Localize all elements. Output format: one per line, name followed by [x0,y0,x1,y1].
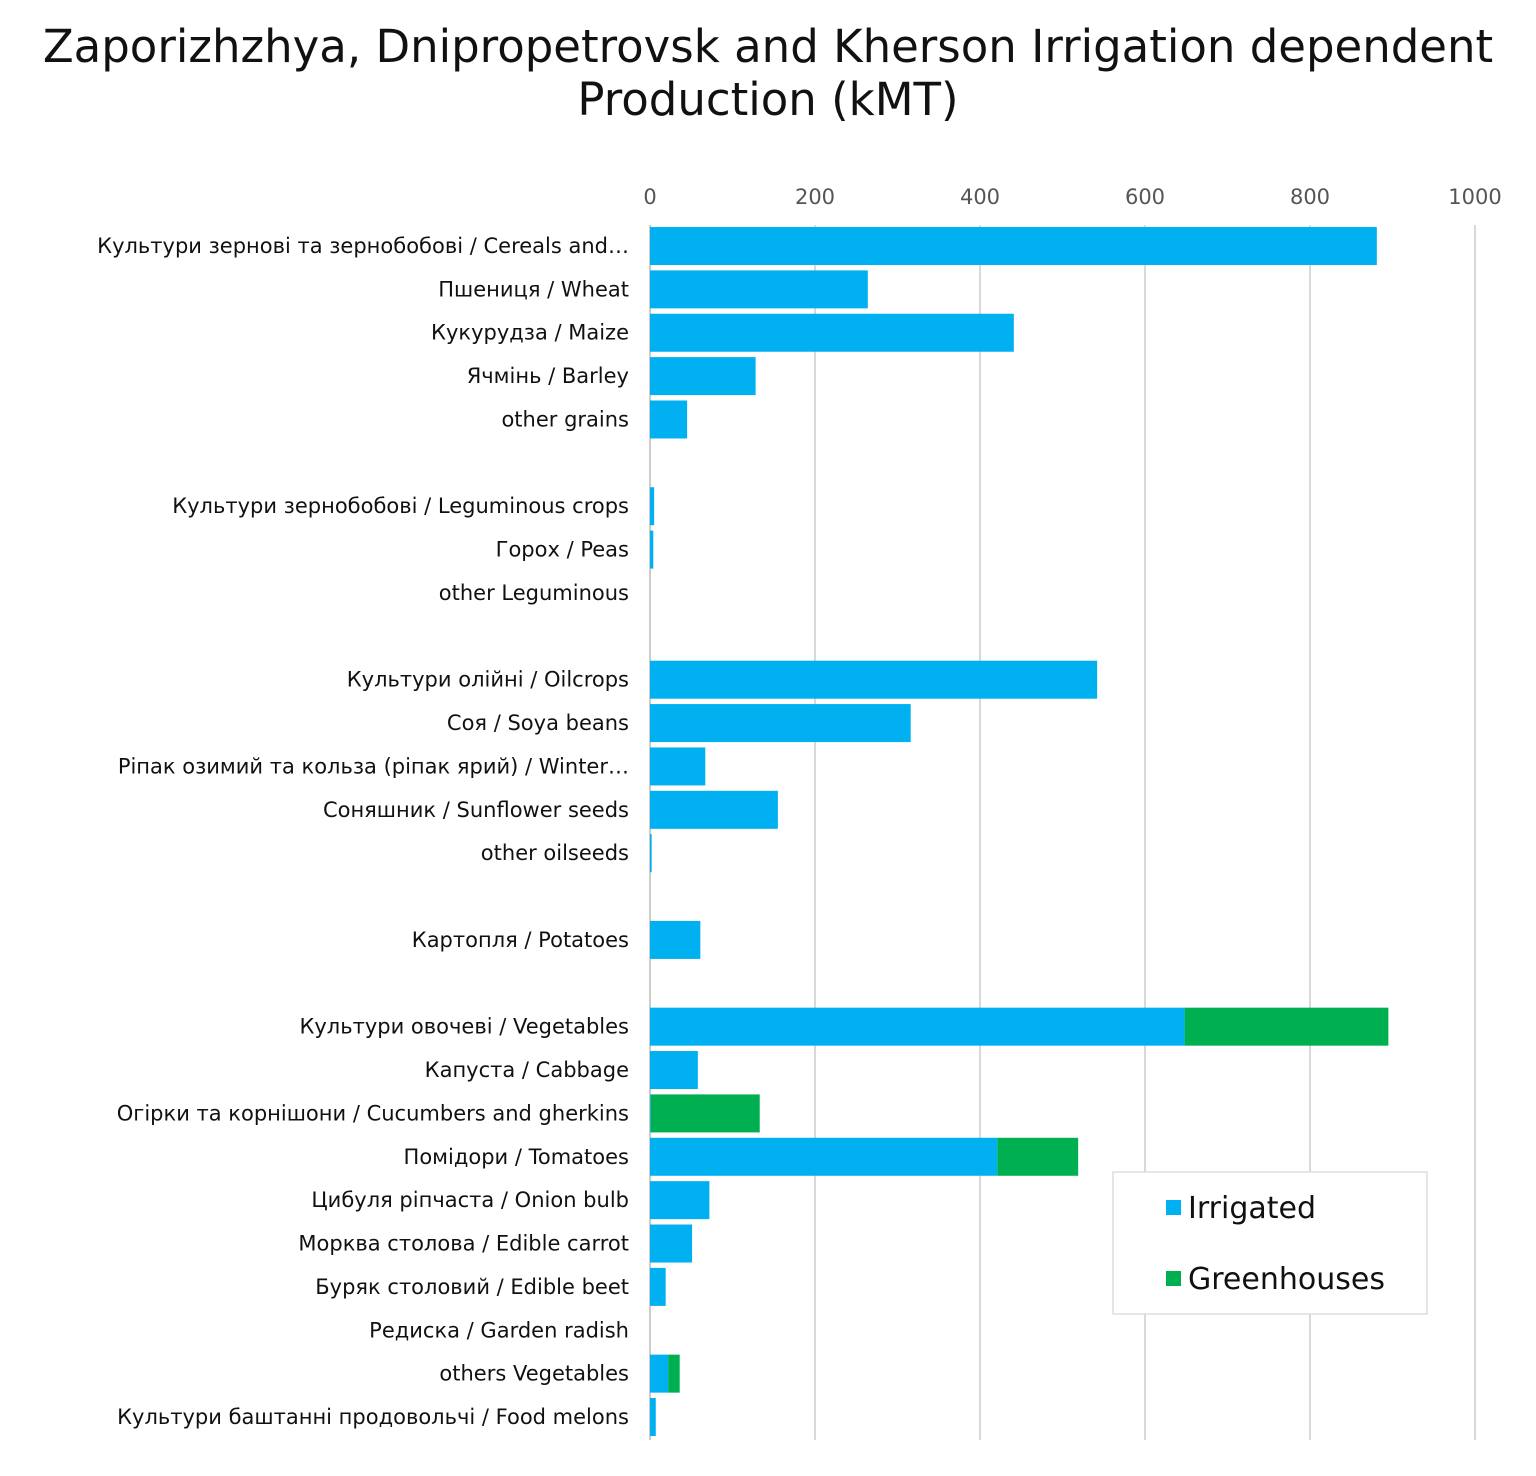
bar-irrigated [650,1224,693,1263]
category-label: other oilseeds [481,841,629,865]
category-label: Культури олійні / Oilcrops [347,668,629,692]
x-tick-label: 400 [960,185,1000,209]
category-label: Культури баштанні продовольчі / Food mel… [117,1405,629,1429]
category-label: Морква столова / Edible carrot [298,1232,629,1256]
category-label: Ячмінь / Barley [467,364,629,388]
bar-irrigated [650,1007,1185,1046]
category-label: other grains [501,407,629,431]
category-label: Цибуля ріпчаста / Onion bulb [311,1188,629,1212]
bar-irrigated [650,1354,669,1393]
category-label: Капуста / Cabbage [425,1058,629,1082]
category-label: Редиска / Garden radish [369,1318,629,1342]
x-tick-label: 800 [1290,185,1330,209]
category-label: Огірки та корнішони / Cucumbers and gher… [117,1101,629,1125]
bar-greenhouses [1184,1007,1389,1046]
bar-irrigated [650,660,1098,699]
bar-irrigated [650,270,868,309]
bar-irrigated [650,920,701,959]
category-label: Культури зернобобові / Leguminous crops [172,494,629,518]
bar-irrigated [650,1398,656,1436]
category-label: Помідори / Tomatoes [404,1145,629,1169]
legend: Irrigated Greenhouses [1112,1171,1428,1315]
category-label: Соя / Soya beans [447,711,629,735]
category-label: Горох / Peas [496,538,629,562]
bar-irrigated [650,400,688,439]
category-label: other Leguminous [439,581,629,605]
bar-irrigated [650,1051,698,1090]
bar-irrigated [650,227,1377,265]
category-label: Картопля / Potatoes [412,928,629,952]
category-label: Пшениця / Wheat [438,277,629,301]
category-label: Культури зернові та зернобобові / Cereal… [97,234,629,258]
bar-greenhouses [997,1137,1079,1176]
x-tick-label: 200 [795,185,835,209]
bar-irrigated [650,1137,998,1176]
bar-irrigated [650,704,911,743]
x-tick-label: 0 [643,185,656,209]
bar-irrigated [650,1094,651,1133]
legend-label: Greenhouses [1188,1262,1385,1297]
category-label: Ріпак озимий та кольза (ріпак ярий) / Wi… [118,754,629,778]
bar-irrigated [650,313,1014,352]
category-label: Культури овочеві / Vegetables [299,1015,629,1039]
category-label: Соняшник / Sunflower seeds [323,798,629,822]
bar-irrigated [650,487,655,526]
x-tick-label: 600 [1125,185,1165,209]
bar-irrigated [650,834,652,873]
bar-greenhouses [650,1094,760,1133]
category-label: Кукурудза / Maize [431,321,629,345]
bar-irrigated [650,747,706,786]
legend-swatch [1166,1200,1181,1215]
x-tick-label: 1000 [1448,185,1501,209]
bar-irrigated [650,530,654,569]
bar-irrigated [650,357,756,396]
bar-irrigated [650,1181,710,1220]
bar-irrigated [650,790,778,829]
category-label: Буряк столовий / Edible beet [315,1275,629,1299]
legend-swatch [1166,1271,1181,1286]
chart-title: Zaporizhzhya, Dnipropetrovsk and Kherson… [42,20,1494,126]
bar-greenhouses [668,1354,680,1393]
category-label: others Vegetables [439,1362,629,1386]
bar-irrigated [650,1267,666,1306]
legend-label: Irrigated [1188,1191,1316,1226]
